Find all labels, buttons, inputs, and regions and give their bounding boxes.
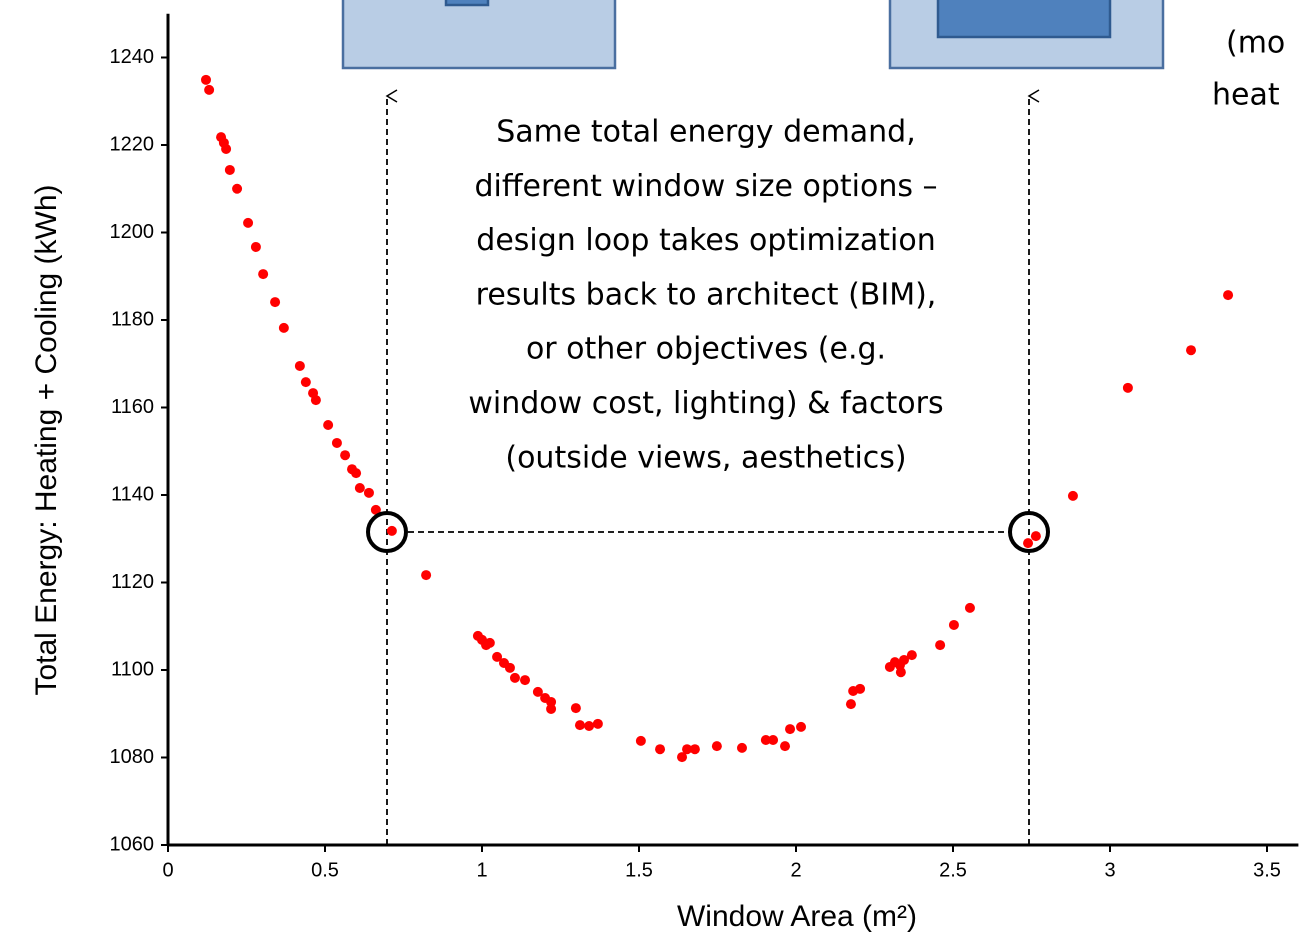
point [221,144,231,154]
point [332,438,342,448]
point [768,735,778,745]
x-axis-title: Window Area (m²) [677,900,917,933]
point [311,395,321,405]
x-tick-label: 0.5 [311,859,339,881]
point [935,640,945,650]
point [1068,491,1078,501]
x-tick-label: 1 [476,859,487,881]
point [270,297,280,307]
y-tick-label: 1180 [111,308,154,330]
point [690,744,700,754]
point [571,703,581,713]
window-pane [938,0,1110,37]
point [520,675,530,685]
y-tick-label: 1100 [111,658,154,680]
annotation-line: window cost, lighting) & factors [468,386,943,421]
point [1031,531,1041,541]
point [421,570,431,580]
x-tick-label: 2.5 [939,859,967,881]
y-tick-label: 1240 [110,46,155,68]
x-tick-label: 3.5 [1253,859,1281,881]
point [1223,290,1233,300]
point [546,704,556,714]
y-tick-label: 1200 [110,221,155,243]
annotation-line: design loop takes optimization [476,223,935,258]
annotation-line: Same total energy demand, [496,115,916,150]
point [295,361,305,371]
corner-text: heat [1212,78,1280,113]
point [737,743,747,753]
point [949,620,959,630]
y-tick-label: 1160 [111,396,154,418]
x-tick-label: 1.5 [625,859,653,881]
window-box [343,0,615,68]
point [279,323,289,333]
y-tick-label: 1120 [111,571,154,593]
y-tick-label: 1140 [111,483,154,505]
point [593,719,603,729]
point [965,603,975,613]
point [846,699,856,709]
x-tick-label: 0 [162,859,173,881]
annotation: Same total energy demand, different windo… [468,115,943,476]
y-tick-label: 1080 [110,746,155,768]
point [204,85,214,95]
point [485,638,495,648]
window-pane [446,0,488,5]
y-axis-title: Total Energy: Heating + Cooling (kWh) [30,184,63,695]
point [584,721,594,731]
corner-text: (mo [1226,26,1285,61]
point [712,741,722,751]
annotation-line: different window size options – [474,169,937,204]
x-tick-label: 2 [790,859,801,881]
diagram-boxes [343,0,1163,68]
point [1186,345,1196,355]
point [780,741,790,751]
point [387,526,397,536]
point [510,673,520,683]
point [907,650,917,660]
chart: (mo heat Total Energy: Heating + Cooling… [0,0,1312,948]
point [655,744,665,754]
annotation-line: (outside views, aesthetics) [505,440,906,475]
point [896,667,906,677]
annotation-line: or other objectives (e.g. [526,332,886,367]
point [1123,383,1133,393]
point [201,75,211,85]
point [575,720,585,730]
point [351,468,361,478]
annotation-line: results back to architect (BIM), [476,277,937,312]
y-tick-label: 1220 [110,133,155,155]
point [258,269,268,279]
point [1023,538,1033,548]
point [225,165,235,175]
point [340,450,350,460]
point [505,663,515,673]
point [855,684,865,694]
point [251,242,261,252]
point [232,184,242,194]
x-tick-label: 3 [1104,859,1115,881]
point [796,722,806,732]
point [355,483,365,493]
point [301,377,311,387]
point [323,420,333,430]
y-tick-label: 1060 [110,833,155,855]
point [364,488,374,498]
point [785,724,795,734]
point [636,736,646,746]
point [243,218,253,228]
